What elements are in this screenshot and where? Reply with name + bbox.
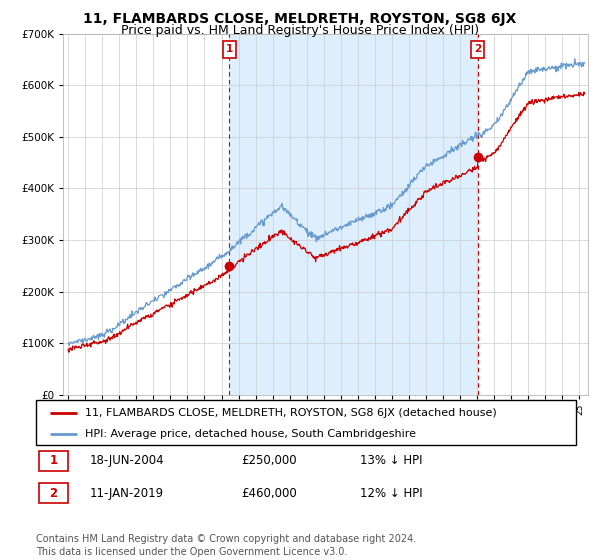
Text: 13% ↓ HPI: 13% ↓ HPI [360,454,422,468]
Text: 2: 2 [474,44,481,54]
Text: Price paid vs. HM Land Registry's House Price Index (HPI): Price paid vs. HM Land Registry's House … [121,24,479,36]
Text: 11-JAN-2019: 11-JAN-2019 [90,487,164,500]
Bar [39,451,68,470]
Text: 1: 1 [49,454,58,468]
Text: Contains HM Land Registry data © Crown copyright and database right 2024.
This d: Contains HM Land Registry data © Crown c… [36,534,416,557]
Text: 18-JUN-2004: 18-JUN-2004 [90,454,164,468]
Text: HPI: Average price, detached house, South Cambridgeshire: HPI: Average price, detached house, Sout… [85,429,416,439]
Bar [39,483,68,503]
Text: 11, FLAMBARDS CLOSE, MELDRETH, ROYSTON, SG8 6JX: 11, FLAMBARDS CLOSE, MELDRETH, ROYSTON, … [83,12,517,26]
Bar [229,34,478,395]
Text: £460,000: £460,000 [241,487,297,500]
Text: 1: 1 [226,44,233,54]
Text: £250,000: £250,000 [241,454,297,468]
Text: 2: 2 [49,487,58,500]
Text: 11, FLAMBARDS CLOSE, MELDRETH, ROYSTON, SG8 6JX (detached house): 11, FLAMBARDS CLOSE, MELDRETH, ROYSTON, … [85,408,496,418]
Text: 12% ↓ HPI: 12% ↓ HPI [360,487,422,500]
